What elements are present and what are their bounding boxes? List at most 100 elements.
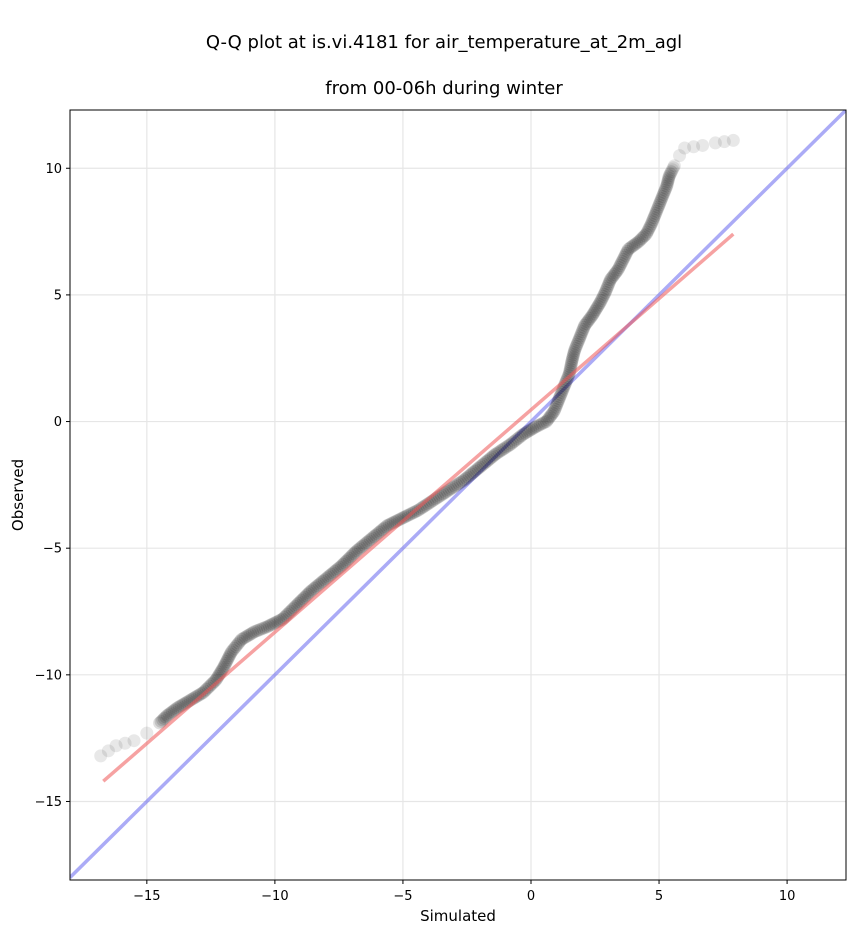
quantile-point (579, 317, 593, 331)
quantile-point (218, 658, 232, 672)
quantile-point (454, 475, 468, 489)
quantile-point (543, 409, 557, 423)
quantile-point (324, 567, 338, 581)
quantile-point (468, 464, 482, 478)
quantile-point (162, 707, 176, 721)
quantile-point (101, 744, 115, 758)
plot-area (70, 110, 846, 879)
quantile-point (607, 268, 621, 282)
quantile-point (363, 532, 377, 546)
quantile-point (331, 562, 345, 576)
quantile-point (522, 424, 536, 438)
quantile-point (206, 676, 220, 690)
quantile-point (565, 354, 579, 368)
quantile-point (652, 198, 666, 212)
quantile-point (655, 190, 669, 204)
quantile-point (236, 631, 250, 645)
quantile-point (656, 187, 670, 201)
quantile-point (483, 452, 497, 466)
quantile-point (628, 237, 642, 251)
quantile-point (576, 323, 590, 337)
quantile-point (140, 726, 154, 740)
quantile-point (252, 623, 266, 637)
quantile-point (461, 470, 475, 484)
quantile-point (617, 250, 631, 264)
quantile-point (498, 441, 512, 455)
quantile-point (505, 436, 519, 450)
quantile-point (350, 544, 364, 558)
quantile-point (342, 551, 356, 565)
quantile-point (311, 579, 325, 593)
x-tick-label: 0 (527, 889, 535, 904)
quantile-point (221, 653, 235, 667)
quantile-point (569, 339, 583, 353)
quantile-point (638, 229, 652, 243)
quantile-point (583, 312, 597, 326)
quantile-point (415, 501, 429, 515)
y-tick-label: 10 (45, 162, 62, 177)
quantile-point (717, 135, 731, 149)
quantile-point (609, 266, 623, 280)
quantile-point (314, 576, 328, 590)
quantile-point (450, 478, 464, 492)
quantile-point (221, 651, 235, 665)
y-tick-label: 0 (54, 415, 62, 430)
quantile-point (541, 413, 555, 427)
quantile-point (662, 171, 676, 185)
quantile-point (639, 227, 653, 241)
quantile-point (333, 560, 347, 574)
quantile-point (632, 235, 646, 249)
quantile-point (588, 305, 602, 319)
quantile-point (323, 569, 337, 583)
quantile-point (157, 711, 171, 725)
quantile-point (550, 396, 564, 410)
quantile-point (355, 540, 369, 554)
quantile-point (660, 179, 674, 193)
quantile-point (592, 297, 606, 311)
quantile-point (172, 700, 186, 714)
quantile-point (567, 348, 581, 362)
quantile-point (233, 634, 247, 648)
quantile-point (551, 394, 565, 408)
quantile-point (230, 638, 244, 652)
quantile-point (566, 350, 580, 364)
quantile-point (513, 430, 527, 444)
quantile-point (661, 173, 675, 187)
quantile-point (572, 333, 586, 347)
quantile-point (568, 344, 582, 358)
quantile-point (217, 660, 231, 674)
quantile-point (529, 420, 543, 434)
quantile-point (247, 625, 261, 639)
quantile-point (571, 335, 585, 349)
quantile-point (555, 385, 569, 399)
quantile-point (562, 366, 576, 380)
quantile-point (647, 211, 661, 225)
x-tick-label: −5 (393, 889, 412, 904)
quantile-point (154, 714, 168, 728)
quantile-point (649, 204, 663, 218)
quantile-point (509, 433, 523, 447)
quantile-point (352, 542, 366, 556)
quantile-point (546, 406, 560, 420)
quantile-point (244, 627, 258, 641)
quantile-point (548, 402, 562, 416)
quantile-point (164, 706, 178, 720)
quantile-point (492, 445, 506, 459)
quantile-point (339, 554, 353, 568)
quantile-point (440, 484, 454, 498)
quantile-point (565, 356, 579, 370)
quantile-point (109, 739, 123, 753)
quantile-point (357, 538, 371, 552)
quantile-point (260, 620, 274, 634)
quantile-point (553, 390, 567, 404)
quantile-point (338, 556, 352, 570)
quantile-point (485, 450, 499, 464)
quantile-point (448, 479, 462, 493)
quantile-point (317, 573, 331, 587)
quantile-point (606, 269, 620, 283)
quantile-point (610, 264, 624, 278)
quantile-point (537, 416, 551, 430)
quantile-point (514, 429, 528, 443)
quantile-point (328, 565, 342, 579)
